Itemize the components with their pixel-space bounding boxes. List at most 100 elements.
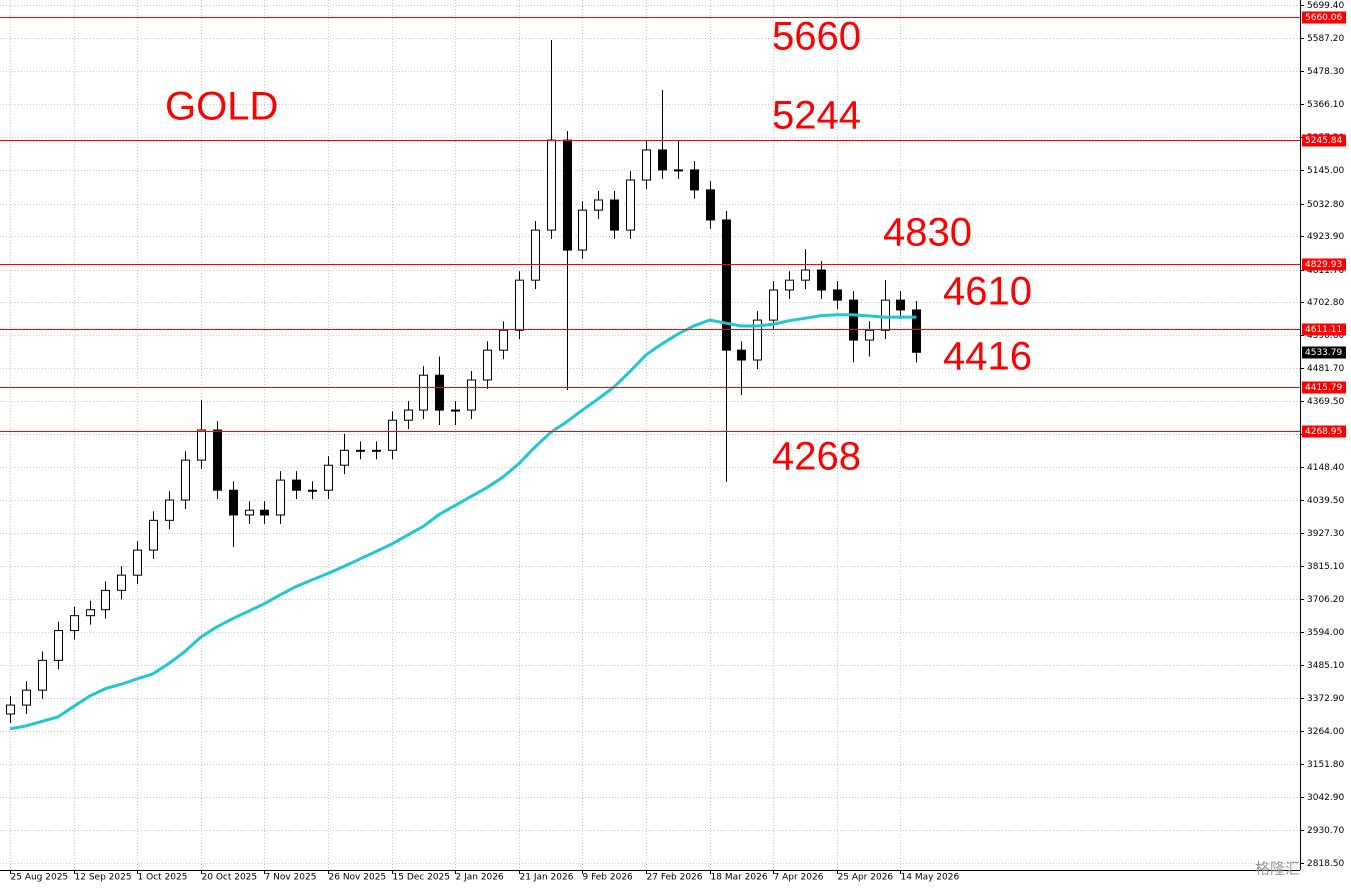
candle-body — [276, 479, 285, 516]
watermark: 格隆汇 — [1255, 860, 1300, 878]
annotation: 4416 — [943, 335, 1032, 379]
candle-body — [388, 419, 397, 451]
x-tick-label: 20 Oct 2025 — [202, 873, 258, 883]
candle-body — [594, 199, 603, 211]
x-tick-label: 1 Oct 2025 — [138, 873, 188, 883]
y-tick-label: 4702.80 — [1307, 298, 1344, 308]
annotation: 4610 — [943, 270, 1032, 314]
y-tick-label: 3706.20 — [1307, 595, 1344, 605]
y-tick-label: 5366.10 — [1307, 100, 1344, 110]
candle-body — [165, 499, 174, 521]
level-label-box — [1302, 381, 1346, 394]
candle-body — [404, 409, 413, 421]
y-tick-label: 4481.70 — [1307, 364, 1344, 374]
candle-body — [86, 609, 95, 617]
candle-body — [753, 319, 762, 361]
candle-body — [149, 519, 158, 551]
y-tick-label: 3594.00 — [1307, 628, 1344, 638]
candle-body — [785, 279, 794, 291]
candle-body — [419, 374, 428, 411]
level-label: 4268.95 — [1305, 427, 1342, 437]
candle-body — [626, 179, 635, 231]
level-label: 4829.93 — [1305, 260, 1342, 270]
y-tick-label: 3927.30 — [1307, 529, 1344, 539]
level-label-box — [1302, 425, 1346, 438]
candle-body — [706, 189, 715, 221]
y-tick-label: 3815.10 — [1307, 562, 1344, 572]
moving-average — [9, 313, 917, 731]
candle-body — [690, 169, 699, 191]
candle-body — [817, 269, 826, 291]
overlay: 5660.06 5245.84 4829.93 4611.11 4415.79 4268.… — [0, 11, 1346, 479]
x-tick-label: 21 Jan 2026 — [520, 873, 574, 883]
y-tick-label: 4590.60 — [1307, 331, 1344, 341]
candle-body — [849, 299, 858, 341]
candle-body — [117, 574, 126, 591]
y-tick-label: 3151.80 — [1307, 760, 1344, 770]
level-label-box — [1302, 134, 1346, 147]
candle-body — [547, 139, 556, 231]
y-tick-label: 3264.00 — [1307, 727, 1344, 737]
level-label: 5245.84 — [1305, 136, 1342, 146]
y-tick-label: 2930.70 — [1307, 826, 1344, 836]
candle-body — [499, 329, 508, 351]
candle-body — [658, 149, 667, 171]
candle-body — [515, 279, 524, 331]
candle-body — [737, 349, 746, 361]
annotation: 4830 — [883, 211, 972, 255]
level-label-box — [1302, 11, 1346, 24]
candle-body — [881, 299, 890, 331]
y-tick-label: 4923.90 — [1307, 232, 1344, 242]
candle-body — [340, 449, 349, 466]
x-tick-label: 7 Nov 2025 — [265, 873, 317, 883]
level-label: 4611.11 — [1305, 325, 1342, 335]
candle-body — [912, 309, 921, 353]
y-tick-label: 4039.50 — [1307, 496, 1344, 506]
candle-body — [292, 479, 301, 491]
candle-body — [6, 704, 15, 715]
candle-body — [833, 289, 842, 301]
x-tick-label: 7 Apr 2026 — [774, 873, 824, 883]
plot — [6, 39, 921, 731]
y-tick-label: 3042.90 — [1307, 793, 1344, 803]
x-tick-label: 14 May 2026 — [901, 873, 960, 883]
y-tick-label: 2818.50 — [1307, 859, 1344, 869]
x-tick-label: 25 Apr 2026 — [838, 873, 894, 883]
candle-body — [22, 689, 31, 706]
y-tick-label: 4148.40 — [1307, 463, 1344, 473]
annotation: 4268 — [772, 435, 861, 479]
candle-body — [70, 615, 79, 632]
candle-body — [197, 429, 206, 461]
candle-body — [260, 509, 269, 516]
level-label-box — [1302, 323, 1346, 336]
annotation: 5660 — [772, 15, 861, 59]
candle-body — [54, 630, 63, 661]
y-tick-label: 4811.70 — [1307, 266, 1344, 276]
candle-body — [451, 409, 460, 412]
candle-body — [722, 219, 731, 351]
candle-body — [467, 379, 476, 411]
candle-body — [181, 459, 190, 501]
x-tick-label: 9 Feb 2026 — [583, 873, 634, 883]
candle-body — [483, 349, 492, 381]
candle-body — [610, 199, 619, 231]
candle-body — [896, 299, 905, 311]
x-tick-label: 2 Jan 2026 — [456, 873, 504, 883]
annotation: 5244 — [772, 94, 861, 138]
x-tick-label: 18 Mar 2026 — [711, 873, 768, 883]
candle-body — [642, 149, 651, 181]
candle-body — [769, 289, 778, 321]
y-tick-label: 5587.20 — [1307, 34, 1344, 44]
candle-body — [213, 429, 222, 491]
candle-body — [101, 589, 110, 611]
candle-body — [578, 209, 587, 251]
candle-body — [133, 549, 142, 576]
x-tick-label: 27 Feb 2026 — [647, 873, 703, 883]
level-label: 4415.79 — [1305, 383, 1342, 393]
level-label-box — [1302, 258, 1346, 271]
x-tick-label: 25 Aug 2025 — [11, 873, 69, 883]
candle-body — [372, 449, 381, 452]
